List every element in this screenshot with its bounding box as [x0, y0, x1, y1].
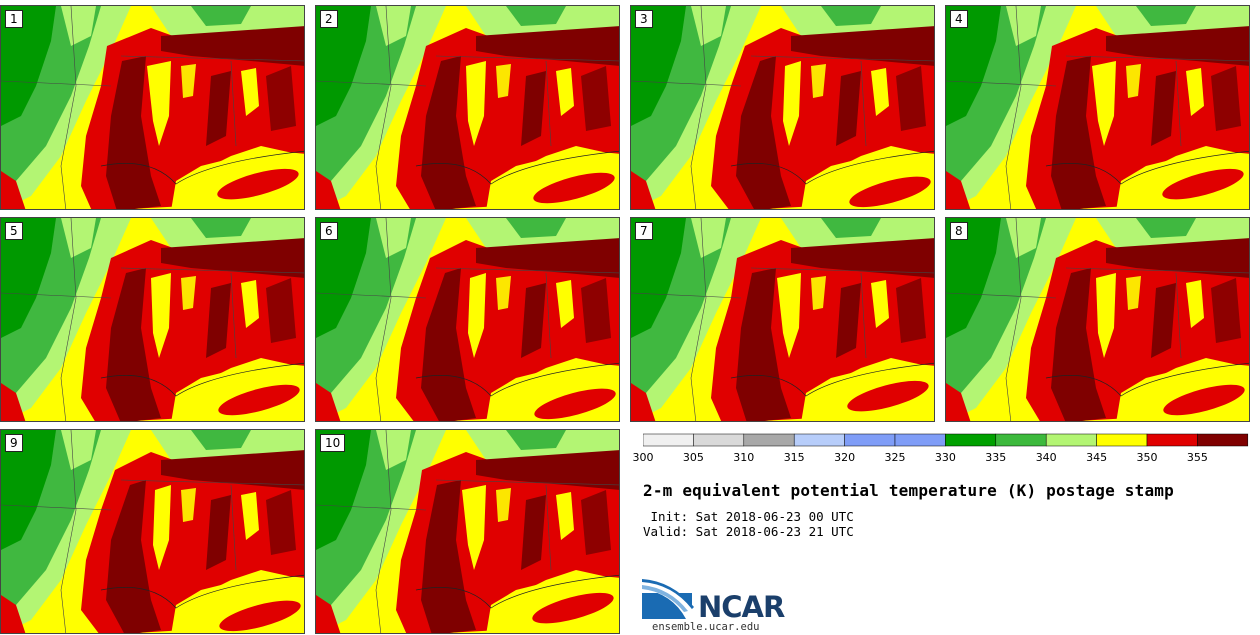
plot-title: 2-m equivalent potential temperature (K)…: [643, 481, 1174, 500]
valid-time: Valid: Sat 2018-06-23 21 UTC: [643, 524, 854, 539]
colorbar-swatch: [743, 433, 795, 447]
site-url: ensemble.ucar.edu: [652, 621, 760, 633]
colorbar-swatches: [642, 433, 1249, 447]
member-number-label: 8: [950, 222, 968, 240]
ensemble-member-map-1: 1: [0, 5, 305, 210]
ensemble-member-map-7: 7: [630, 217, 935, 422]
colorbar-swatch: [1096, 433, 1148, 447]
member-number-label: 1: [5, 10, 23, 28]
colorbar-swatch: [844, 433, 896, 447]
init-time: Init: Sat 2018-06-23 00 UTC: [643, 509, 854, 524]
member-number-label: 6: [320, 222, 338, 240]
colorbar-tick-label: 320: [834, 451, 856, 464]
colorbar-swatch: [894, 433, 946, 447]
colorbar-tick-label: 350: [1136, 451, 1158, 464]
colorbar-tick-label: 330: [934, 451, 956, 464]
colorbar-swatch: [995, 433, 1047, 447]
colorbar-tick-label: 310: [733, 451, 755, 464]
colorbar-tick-label: 315: [783, 451, 805, 464]
member-number-label: 5: [5, 222, 23, 240]
member-number-label: 3: [635, 10, 653, 28]
ensemble-member-map-10: 10: [315, 429, 620, 634]
member-number-label: 10: [320, 434, 346, 452]
colorbar-swatch: [693, 433, 745, 447]
ncar-logo-text: NCAR: [698, 590, 785, 624]
colorbar-tick-label: 345: [1086, 451, 1108, 464]
member-number-label: 9: [5, 434, 23, 452]
colorbar-tick-label: 300: [632, 451, 654, 464]
ensemble-member-map-3: 3: [630, 5, 935, 210]
colorbar-swatch: [1045, 433, 1097, 447]
ensemble-member-map-2: 2: [315, 5, 620, 210]
member-number-label: 7: [635, 222, 653, 240]
colorbar-swatch: [1146, 433, 1198, 447]
colorbar-tick-label: 355: [1186, 451, 1208, 464]
colorbar-swatch: [1197, 433, 1249, 447]
member-number-label: 4: [950, 10, 968, 28]
colorbar-swatch: [793, 433, 845, 447]
ensemble-member-map-5: 5: [0, 217, 305, 422]
colorbar-swatch: [642, 433, 694, 447]
colorbar-tick-label: 305: [682, 451, 704, 464]
colorbar-tick-label: 340: [1035, 451, 1057, 464]
colorbar-swatch: [945, 433, 997, 447]
ensemble-member-map-9: 9: [0, 429, 305, 634]
member-number-label: 2: [320, 10, 338, 28]
colorbar: 300 305 310 315 320 325 330 335 340 345 350 355: [633, 432, 1249, 464]
ncar-logo-icon: [642, 579, 698, 623]
colorbar-tick-label: 325: [884, 451, 906, 464]
ensemble-member-map-8: 8: [945, 217, 1250, 422]
colorbar-tick-label: 335: [985, 451, 1007, 464]
ensemble-member-map-6: 6: [315, 217, 620, 422]
ensemble-member-map-4: 4: [945, 5, 1250, 210]
